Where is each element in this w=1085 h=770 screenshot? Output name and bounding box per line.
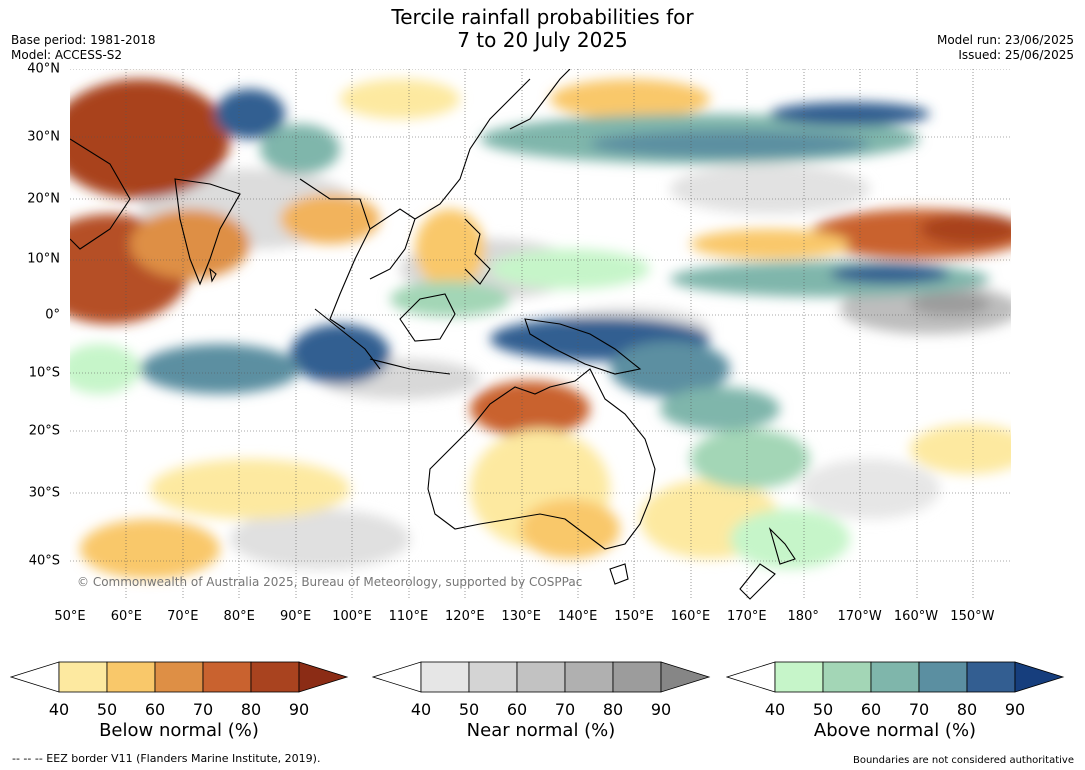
below-colorbar-tick: 60 xyxy=(144,700,166,719)
probability-field xyxy=(70,79,1011,579)
above-colorbar-tick: 90 xyxy=(1004,700,1026,719)
colorbar-extend-high xyxy=(298,661,349,693)
lon-tick-label: 110°E xyxy=(388,609,429,624)
lon-tick-label: 80°E xyxy=(223,609,255,624)
lon-tick-label: 60°E xyxy=(110,609,143,624)
above-colorbar-tick: 60 xyxy=(860,700,882,719)
rainfall-probability-map xyxy=(70,69,1011,600)
colorbar-segment xyxy=(966,661,1016,693)
lon-tick-label: 50°E xyxy=(54,609,86,624)
issued-date: Issued: 25/06/2025 xyxy=(958,48,1074,62)
near-colorbar-tick: 50 xyxy=(458,700,480,719)
below-colorbar-tick: 40 xyxy=(48,700,70,719)
colorbar-segment xyxy=(870,661,920,693)
lat-tick-label: 30°N xyxy=(27,129,60,145)
lon-tick-label: 180° xyxy=(787,609,819,624)
lon-tick-label: 170°W xyxy=(837,609,882,624)
colorbar-extend-high xyxy=(1014,661,1065,693)
below-normal-colorbar xyxy=(10,661,349,693)
lat-tick-label: 10°S xyxy=(28,365,60,381)
lat-tick-label: 20°N xyxy=(27,191,60,207)
above-colorbar-tick: 50 xyxy=(812,700,834,719)
colorbar-extend-low xyxy=(726,661,776,693)
below-colorbar-tick: 50 xyxy=(96,700,118,719)
lon-tick-label: 90°E xyxy=(279,609,312,624)
colorbar-segment xyxy=(774,661,824,693)
lon-tick-label: 170°E xyxy=(727,609,767,624)
colorbar-segment xyxy=(822,661,872,693)
near-normal-colorbar xyxy=(372,661,711,693)
colorbar-segment xyxy=(516,661,566,693)
colorbar-segment xyxy=(918,661,968,693)
lat-tick-label: 20°S xyxy=(28,423,60,439)
colorbar-extend-high xyxy=(660,661,711,693)
colorbar-segment xyxy=(154,661,204,693)
lon-tick-label: 130°E xyxy=(501,609,541,624)
lon-tick-label: 160°E xyxy=(670,609,711,624)
colorbar-segment xyxy=(420,661,470,693)
copyright-notice: © Commonwealth of Australia 2025, Bureau… xyxy=(77,575,583,589)
eez-border-note: -- -- -- EEZ border V11 (Flanders Marine… xyxy=(12,752,321,765)
base-period: Base period: 1981-2018 xyxy=(11,33,156,47)
lon-tick-label: 150°E xyxy=(614,609,654,624)
map-title-line2: 7 to 20 July 2025 xyxy=(457,28,628,52)
below-colorbar-tick: 80 xyxy=(240,700,262,719)
colorbar-segment xyxy=(202,661,252,693)
colorbar-segment xyxy=(564,661,614,693)
lon-tick-label: 70°E xyxy=(167,609,199,624)
lat-tick-label: 40°N xyxy=(27,61,60,77)
model-run: Model run: 23/06/2025 xyxy=(936,33,1074,47)
near-colorbar-tick: 90 xyxy=(650,700,672,719)
near-normal-title: Near normal (%) xyxy=(466,720,616,741)
colorbar-segment xyxy=(250,661,300,693)
coastlines xyxy=(70,69,796,600)
colorbar-extend-low xyxy=(10,661,60,693)
above-colorbar-tick: 40 xyxy=(764,700,786,719)
boundaries-disclaimer: Boundaries are not considered authoritat… xyxy=(852,755,1074,766)
lon-tick-label: 160°W xyxy=(893,609,939,624)
lat-tick-label: 0° xyxy=(45,307,60,323)
lat-tick-label: 10°N xyxy=(27,251,60,267)
model-name: Model: ACCESS-S2 xyxy=(11,48,123,62)
lat-tick-label: 30°S xyxy=(28,485,60,501)
lat-tick-label: 40°S xyxy=(28,553,60,569)
below-colorbar-tick: 90 xyxy=(288,700,310,719)
above-normal-title: Above normal (%) xyxy=(813,720,977,741)
colorbar-segment xyxy=(58,661,108,693)
above-normal-colorbar xyxy=(726,661,1065,693)
lon-tick-label: 120°E xyxy=(445,609,485,624)
map-title-line1: Tercile rainfall probabilities for xyxy=(391,5,694,29)
colorbar-segment xyxy=(468,661,518,693)
near-colorbar-tick: 70 xyxy=(554,700,576,719)
near-colorbar-tick: 80 xyxy=(602,700,624,719)
above-colorbar-tick: 70 xyxy=(908,700,930,719)
lon-tick-label: 150°W xyxy=(950,609,995,624)
near-colorbar-tick: 60 xyxy=(506,700,528,719)
lon-tick-label: 140°E xyxy=(557,609,598,624)
colorbar-segment xyxy=(612,661,662,693)
colorbar-extend-low xyxy=(372,661,422,693)
below-normal-title: Below normal (%) xyxy=(99,720,259,741)
near-colorbar-tick: 40 xyxy=(410,700,432,719)
colorbar-segment xyxy=(106,661,156,693)
graticule xyxy=(70,69,1011,600)
below-colorbar-tick: 70 xyxy=(192,700,214,719)
above-colorbar-tick: 80 xyxy=(956,700,978,719)
lon-tick-label: 100°E xyxy=(332,609,372,624)
